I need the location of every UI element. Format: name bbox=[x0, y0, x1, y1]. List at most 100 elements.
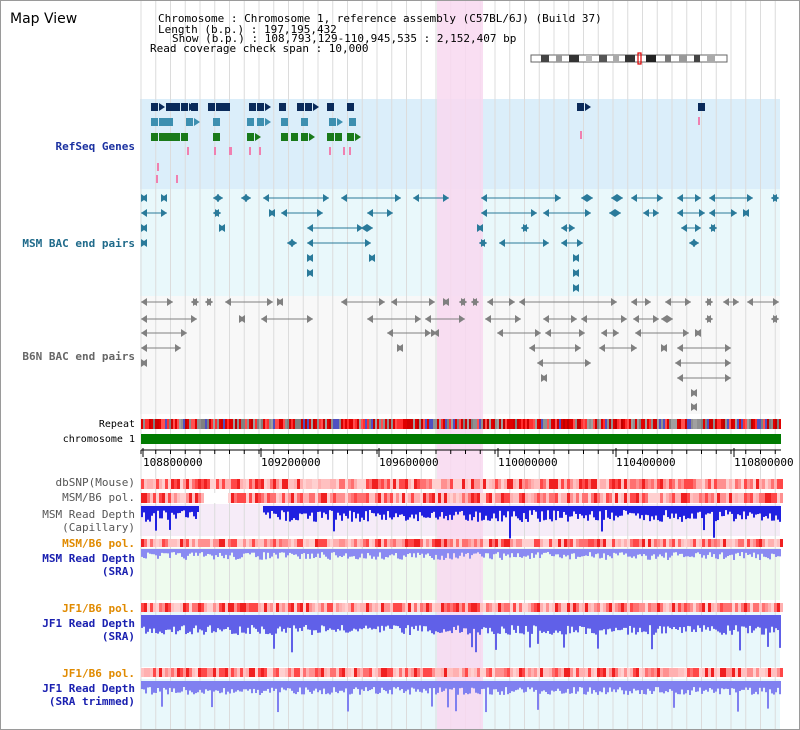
bac-end-arrow[interactable] bbox=[573, 269, 579, 277]
gene-block[interactable] bbox=[249, 103, 256, 111]
gene-block[interactable] bbox=[281, 118, 288, 126]
bac-end-arrow[interactable] bbox=[723, 298, 729, 306]
bac-end-arrow[interactable] bbox=[747, 194, 753, 202]
gene-block[interactable] bbox=[698, 103, 705, 111]
bac-end-arrow[interactable] bbox=[571, 315, 577, 323]
bac-end-arrow[interactable] bbox=[681, 224, 687, 232]
bac-end-arrow[interactable] bbox=[747, 298, 753, 306]
bac-end-arrow[interactable] bbox=[731, 209, 737, 217]
bac-end-arrow[interactable] bbox=[477, 224, 483, 232]
bac-end-arrow[interactable] bbox=[307, 239, 313, 247]
bac-end-arrow[interactable] bbox=[207, 298, 213, 306]
bac-end-arrow[interactable] bbox=[677, 209, 683, 217]
gene-block[interactable] bbox=[257, 118, 264, 126]
gene-block[interactable] bbox=[159, 118, 166, 126]
bac-end-arrow[interactable] bbox=[541, 374, 547, 382]
bac-end-arrow[interactable] bbox=[685, 298, 691, 306]
bac-end-arrow[interactable] bbox=[613, 329, 619, 337]
bac-end-arrow[interactable] bbox=[307, 315, 313, 323]
bac-end-arrow[interactable] bbox=[631, 194, 637, 202]
bac-end-arrow[interactable] bbox=[141, 359, 147, 367]
bac-end-arrow[interactable] bbox=[485, 315, 491, 323]
bac-end-arrow[interactable] bbox=[667, 315, 673, 323]
bac-end-arrow[interactable] bbox=[219, 224, 225, 232]
bac-end-arrow[interactable] bbox=[391, 298, 397, 306]
bac-end-arrow[interactable] bbox=[443, 298, 449, 306]
gene-strand-arrow[interactable] bbox=[265, 118, 271, 126]
bac-end-arrow[interactable] bbox=[537, 359, 543, 367]
bac-end-arrow[interactable] bbox=[585, 209, 591, 217]
gene-block[interactable] bbox=[349, 118, 356, 126]
bac-end-arrow[interactable] bbox=[661, 344, 667, 352]
bac-end-arrow[interactable] bbox=[615, 209, 621, 217]
bac-end-arrow[interactable] bbox=[773, 315, 779, 323]
bac-end-arrow[interactable] bbox=[635, 329, 641, 337]
gene-tick[interactable] bbox=[580, 131, 582, 139]
bac-end-arrow[interactable] bbox=[581, 315, 587, 323]
gene-block[interactable] bbox=[186, 118, 193, 126]
bac-end-arrow[interactable] bbox=[773, 194, 779, 202]
bac-end-arrow[interactable] bbox=[529, 344, 535, 352]
bac-end-arrow[interactable] bbox=[575, 344, 581, 352]
bac-end-arrow[interactable] bbox=[473, 298, 479, 306]
bac-end-arrow[interactable] bbox=[141, 194, 147, 202]
bac-end-arrow[interactable] bbox=[657, 194, 663, 202]
bac-end-arrow[interactable] bbox=[443, 194, 449, 202]
bac-end-arrow[interactable] bbox=[415, 315, 421, 323]
bac-end-arrow[interactable] bbox=[361, 224, 367, 232]
bac-end-arrow[interactable] bbox=[577, 239, 583, 247]
bac-end-arrow[interactable] bbox=[167, 298, 173, 306]
bac-end-arrow[interactable] bbox=[569, 224, 575, 232]
bac-end-arrow[interactable] bbox=[653, 315, 659, 323]
bac-end-arrow[interactable] bbox=[617, 194, 623, 202]
bac-end-arrow[interactable] bbox=[531, 209, 537, 217]
bac-end-arrow[interactable] bbox=[261, 315, 267, 323]
bac-end-arrow[interactable] bbox=[611, 194, 617, 202]
gene-block[interactable] bbox=[305, 103, 312, 111]
bac-end-arrow[interactable] bbox=[535, 329, 541, 337]
bac-end-arrow[interactable] bbox=[695, 194, 701, 202]
bac-end-arrow[interactable] bbox=[699, 209, 705, 217]
bac-end-arrow[interactable] bbox=[431, 329, 437, 337]
bac-end-arrow[interactable] bbox=[497, 329, 503, 337]
gene-block[interactable] bbox=[151, 103, 158, 111]
gene-block[interactable] bbox=[327, 103, 334, 111]
bac-end-arrow[interactable] bbox=[365, 239, 371, 247]
gene-strand-arrow[interactable] bbox=[309, 133, 315, 141]
bac-end-arrow[interactable] bbox=[711, 224, 717, 232]
bac-end-arrow[interactable] bbox=[707, 315, 713, 323]
gene-strand-arrow[interactable] bbox=[265, 103, 271, 111]
bac-end-arrow[interactable] bbox=[487, 298, 493, 306]
bac-end-arrow[interactable] bbox=[267, 298, 273, 306]
bac-end-arrow[interactable] bbox=[481, 239, 487, 247]
bac-end-arrow[interactable] bbox=[281, 209, 287, 217]
bac-end-arrow[interactable] bbox=[395, 194, 401, 202]
bac-end-arrow[interactable] bbox=[193, 298, 199, 306]
gene-block[interactable] bbox=[347, 103, 354, 111]
bac-end-arrow[interactable] bbox=[631, 344, 637, 352]
bac-end-arrow[interactable] bbox=[217, 194, 223, 202]
gene-block[interactable] bbox=[166, 103, 173, 111]
bac-end-arrow[interactable] bbox=[387, 209, 393, 217]
bac-end-arrow[interactable] bbox=[579, 329, 585, 337]
bac-end-arrow[interactable] bbox=[239, 315, 245, 323]
gene-block[interactable] bbox=[301, 133, 308, 141]
gene-block[interactable] bbox=[257, 103, 264, 111]
bac-end-arrow[interactable] bbox=[677, 344, 683, 352]
bac-end-arrow[interactable] bbox=[677, 374, 683, 382]
bac-end-arrow[interactable] bbox=[683, 329, 689, 337]
gene-strand-arrow[interactable] bbox=[337, 118, 343, 126]
gene-tick[interactable] bbox=[230, 147, 232, 155]
bac-end-arrow[interactable] bbox=[545, 329, 551, 337]
bac-end-arrow[interactable] bbox=[643, 209, 649, 217]
bac-end-arrow[interactable] bbox=[141, 298, 147, 306]
bac-end-arrow[interactable] bbox=[141, 329, 147, 337]
bac-end-arrow[interactable] bbox=[175, 344, 181, 352]
bac-end-arrow[interactable] bbox=[515, 315, 521, 323]
bac-end-arrow[interactable] bbox=[141, 315, 147, 323]
bac-end-arrow[interactable] bbox=[561, 224, 567, 232]
bac-end-arrow[interactable] bbox=[611, 298, 617, 306]
bac-end-arrow[interactable] bbox=[523, 224, 529, 232]
bac-end-arrow[interactable] bbox=[665, 298, 671, 306]
gene-tick[interactable] bbox=[698, 117, 700, 125]
